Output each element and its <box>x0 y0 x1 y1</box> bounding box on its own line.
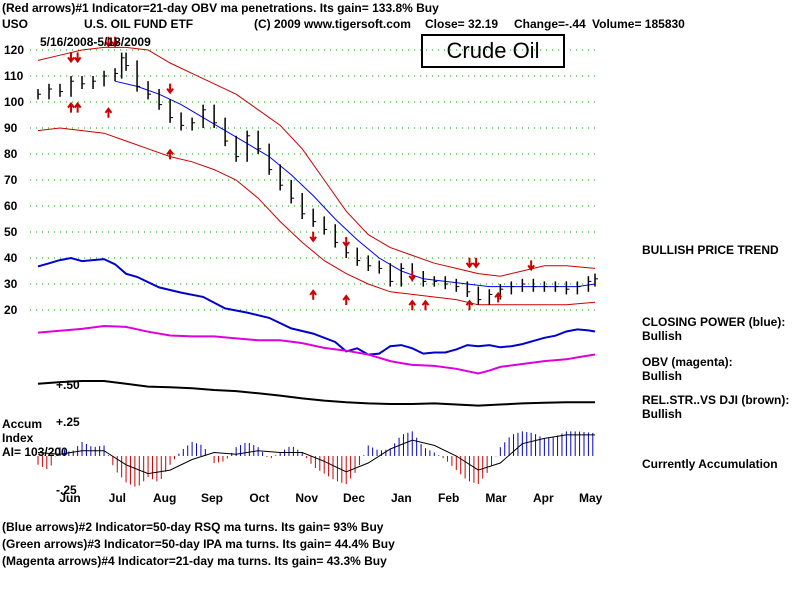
crude-oil-box: Crude Oil <box>421 34 565 68</box>
y-tick-label: 80 <box>4 147 18 161</box>
trend-label: BULLISH PRICE TREND <box>642 243 779 257</box>
rel-str-line <box>37 380 595 407</box>
accum-plus25-label: +.25 <box>56 415 80 429</box>
month-label: Jan <box>391 491 412 505</box>
buy-arrow-icon <box>408 299 417 311</box>
accum-index-label: Index <box>2 431 34 445</box>
obv-value: Bullish <box>642 369 683 383</box>
ma50-line <box>114 80 596 288</box>
buy-arrow-icon <box>309 289 317 300</box>
buy-arrow-icon <box>421 299 430 311</box>
closing-power-title: CLOSING POWER (blue): <box>642 315 786 329</box>
month-label: May <box>579 491 603 505</box>
month-label: Dec <box>343 491 365 505</box>
y-tick-label: 20 <box>4 303 18 317</box>
sell-arrow-icon <box>309 231 317 243</box>
month-label: Jul <box>109 491 126 505</box>
change-value: Change=-.44 <box>514 17 586 31</box>
month-label: Jun <box>59 491 80 505</box>
month-label: Aug <box>153 491 176 505</box>
y-tick-label: 100 <box>4 95 24 109</box>
accum-ma-line <box>37 434 595 475</box>
y-tick-label: 90 <box>4 121 18 135</box>
lower-band-line <box>37 127 596 306</box>
sell-arrow-icon <box>472 257 480 269</box>
y-tick-label: 70 <box>4 173 18 187</box>
sell-arrow-icon <box>111 36 119 48</box>
buy-arrow-icon <box>104 107 113 118</box>
sell-arrow-icon <box>166 83 174 95</box>
y-tick-label: 30 <box>4 277 18 291</box>
sell-arrow-icon <box>527 260 535 272</box>
y-tick-label: 50 <box>4 225 18 239</box>
accum-title: Accum <box>2 417 43 431</box>
y-tick-label: 110 <box>4 69 24 83</box>
month-label: Mar <box>485 491 507 505</box>
sell-arrow-icon <box>408 270 417 282</box>
closing-power-line <box>37 256 596 356</box>
fund-name: U.S. OIL FUND ETF <box>84 17 194 31</box>
sell-arrow-icon <box>465 257 474 269</box>
buy-arrow-icon <box>342 294 351 305</box>
accum-ai-value: AI= 103/200 <box>2 445 68 459</box>
buy-arrow-icon <box>67 101 75 113</box>
sell-arrow-icon <box>104 36 113 48</box>
y-tick-label: 60 <box>4 199 18 213</box>
sell-arrow-icon <box>67 52 75 64</box>
accum-minus25-label: -.25 <box>56 483 77 497</box>
plus50-label: +.50 <box>56 378 80 392</box>
close-value: Close= 32.19 <box>425 17 499 31</box>
footer-line1: (Blue arrows)#2 Indicator=50-day RSQ ma … <box>2 520 384 534</box>
rel-str-title: REL.STR..VS DJI (brown): <box>642 393 790 407</box>
y-tick-label: 40 <box>4 251 18 265</box>
sell-arrow-icon <box>342 237 351 248</box>
closing-power-value: Bullish <box>642 329 683 343</box>
accum-state: Currently Accumulation <box>642 457 778 471</box>
sell-arrow-icon <box>73 52 82 64</box>
rel-str-value: Bullish <box>642 407 683 421</box>
ticker-label: USO <box>2 17 29 31</box>
footer-line3: (Magenta arrows)#4 Indicator=21-day ma t… <box>2 554 387 568</box>
date-range: 5/16/2008-5/18/2009 <box>40 35 151 49</box>
buy-arrow-icon <box>166 148 174 160</box>
month-label: Feb <box>438 491 459 505</box>
header-line1: (Red arrows)#1 Indicator=21-day OBV ma p… <box>2 1 439 15</box>
volume-value: Volume= 185830 <box>592 17 685 31</box>
month-label: Apr <box>533 491 554 505</box>
buy-arrow-icon <box>465 299 474 311</box>
y-tick-label: 120 <box>4 43 24 57</box>
month-label: Oct <box>249 491 269 505</box>
buy-arrow-icon <box>494 291 502 303</box>
buy-arrow-icon <box>73 101 82 113</box>
obv-line <box>37 324 596 375</box>
month-label: Nov <box>295 491 318 505</box>
footer-line2: (Green arrows)#3 Indicator=50-day IPA ma… <box>2 537 395 551</box>
month-label: Sep <box>201 491 223 505</box>
copyright: (C) 2009 www.tigersoft.com <box>254 17 411 31</box>
upper-band-line <box>37 46 596 277</box>
obv-title: OBV (magenta): <box>642 355 733 369</box>
